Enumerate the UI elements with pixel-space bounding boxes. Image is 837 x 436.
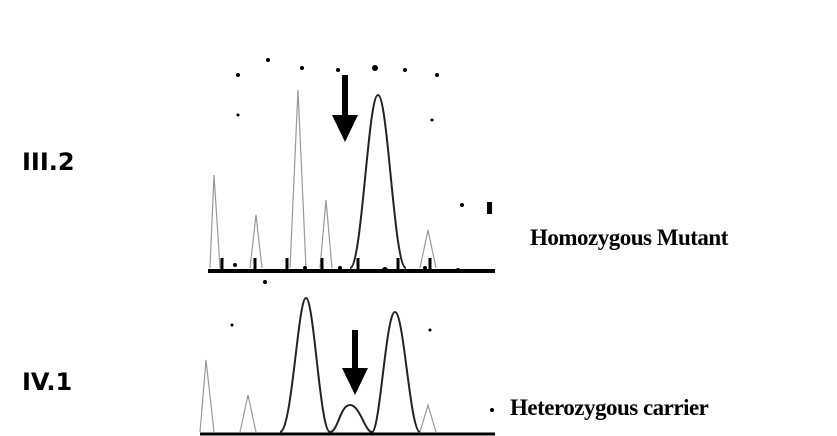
result-label: Homozygous Mutant (530, 225, 729, 250)
arrow (332, 115, 358, 142)
chromatogram-figure: III.2 IV.1 Homozygous Mutant Heterozygou… (0, 0, 837, 436)
result-label: Heterozygous carrier (510, 395, 709, 420)
figure: III.2 IV.1 Homozygous Mutant Heterozygou… (0, 0, 837, 436)
peak-ticks (222, 258, 430, 270)
sample-label: IV.1 (22, 368, 72, 396)
arrow (342, 368, 368, 395)
dots (231, 263, 495, 412)
dots (236, 58, 464, 207)
chromatogram-bottom (200, 263, 495, 434)
sample-label: III.2 (22, 148, 75, 176)
chromatogram-top (208, 58, 495, 271)
